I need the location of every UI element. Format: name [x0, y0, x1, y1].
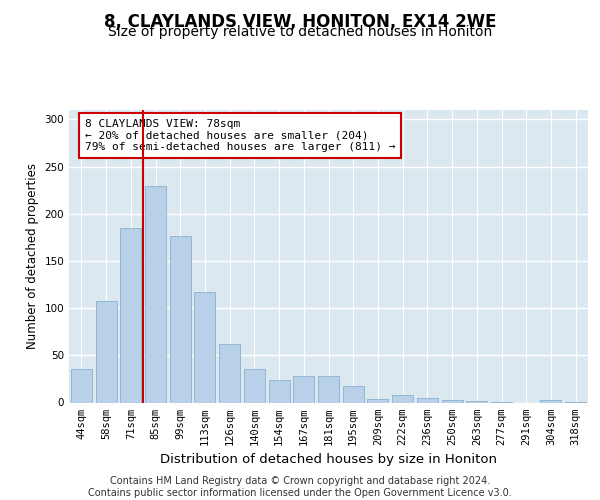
Text: 8 CLAYLANDS VIEW: 78sqm
← 20% of detached houses are smaller (204)
79% of semi-d: 8 CLAYLANDS VIEW: 78sqm ← 20% of detache… — [85, 119, 395, 152]
Bar — [417, 398, 438, 402]
Bar — [442, 400, 463, 402]
Y-axis label: Number of detached properties: Number of detached properties — [26, 163, 39, 349]
Text: Contains HM Land Registry data © Crown copyright and database right 2024.
Contai: Contains HM Land Registry data © Crown c… — [88, 476, 512, 498]
Text: Size of property relative to detached houses in Honiton: Size of property relative to detached ho… — [108, 25, 492, 39]
Bar — [120, 228, 141, 402]
Text: 8, CLAYLANDS VIEW, HONITON, EX14 2WE: 8, CLAYLANDS VIEW, HONITON, EX14 2WE — [104, 12, 496, 30]
Bar — [466, 400, 487, 402]
Bar — [145, 186, 166, 402]
X-axis label: Distribution of detached houses by size in Honiton: Distribution of detached houses by size … — [160, 453, 497, 466]
Bar — [244, 370, 265, 402]
Bar — [219, 344, 240, 403]
Bar — [71, 370, 92, 402]
Bar — [367, 398, 388, 402]
Bar — [343, 386, 364, 402]
Bar — [269, 380, 290, 402]
Bar — [318, 376, 339, 402]
Bar — [95, 300, 116, 402]
Bar — [194, 292, 215, 403]
Bar — [541, 400, 562, 402]
Bar — [170, 236, 191, 402]
Bar — [293, 376, 314, 402]
Bar — [392, 395, 413, 402]
